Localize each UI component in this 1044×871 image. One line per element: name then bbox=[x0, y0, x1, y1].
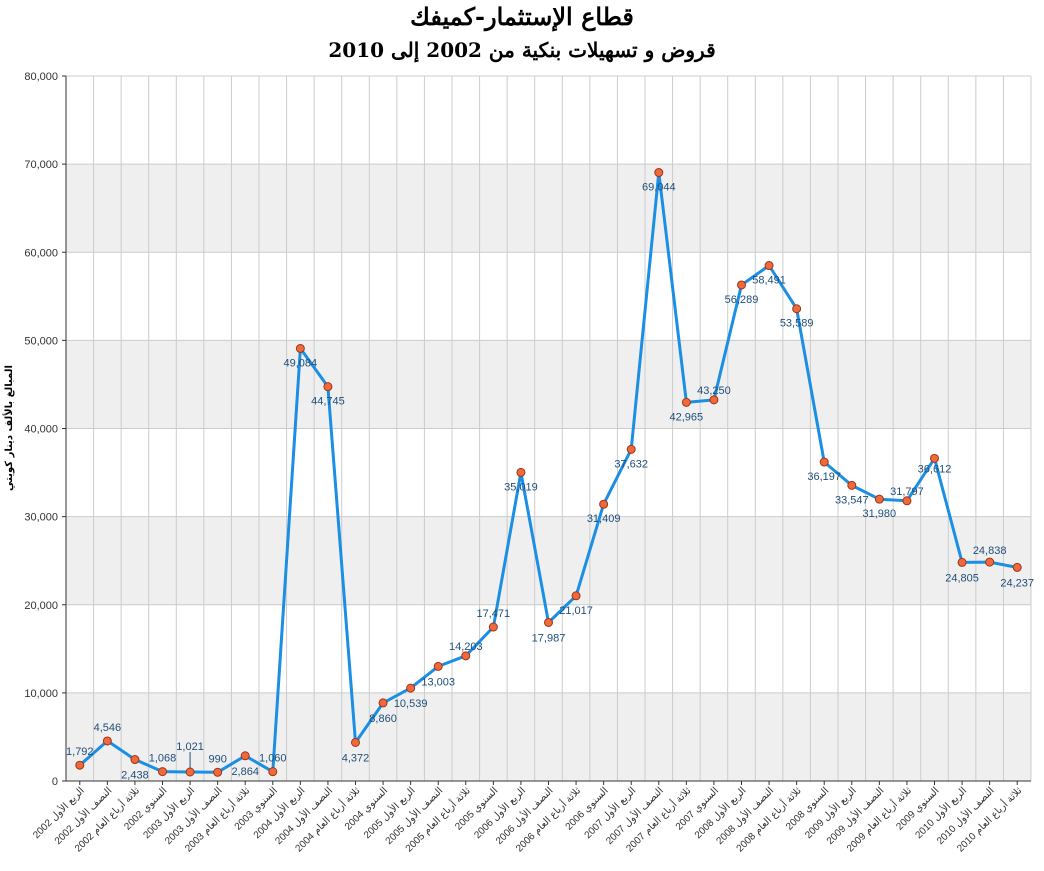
data-point bbox=[516, 467, 526, 477]
data-label: 36,612 bbox=[918, 463, 952, 475]
data-point bbox=[902, 496, 912, 506]
data-point bbox=[488, 622, 498, 632]
plot-band bbox=[66, 340, 1031, 429]
data-point bbox=[461, 651, 471, 661]
data-label: 31,797 bbox=[890, 486, 924, 498]
data-label: 1,068 bbox=[149, 753, 177, 765]
plot-band bbox=[66, 692, 1031, 781]
data-point bbox=[681, 397, 691, 407]
data-point bbox=[819, 457, 829, 467]
data-label: 24,237 bbox=[1000, 577, 1034, 589]
data-label: 53,589 bbox=[780, 318, 814, 330]
data-label: 56,289 bbox=[725, 294, 759, 306]
data-point bbox=[709, 395, 719, 405]
y-tick-label: 0 bbox=[52, 776, 58, 788]
data-point bbox=[599, 499, 609, 509]
y-tick-label: 10,000 bbox=[24, 688, 58, 700]
y-axis-label: المبالغ بالألف دينار كويتي bbox=[2, 365, 15, 491]
data-label: 35,019 bbox=[504, 481, 538, 493]
data-point bbox=[544, 617, 553, 627]
data-point bbox=[957, 557, 967, 567]
data-label: 36,197 bbox=[807, 471, 841, 483]
data-point bbox=[378, 698, 388, 708]
data-point bbox=[268, 767, 278, 777]
y-tick-label: 40,000 bbox=[24, 424, 58, 436]
data-point bbox=[626, 444, 636, 454]
data-point bbox=[930, 453, 939, 463]
data-label: 37,632 bbox=[614, 458, 648, 470]
y-tick-labels: 0 10,000 20,000 30,000 40,000 50,000 60,000 70,… bbox=[24, 71, 58, 788]
data-label: 10,539 bbox=[394, 698, 428, 710]
data-label: 69,044 bbox=[642, 182, 676, 194]
data-point bbox=[102, 736, 112, 746]
data-label: 42,965 bbox=[670, 411, 704, 423]
data-label: 21,017 bbox=[559, 605, 593, 617]
data-label: 2,438 bbox=[121, 770, 149, 782]
y-tick-label: 80,000 bbox=[24, 71, 58, 83]
data-point bbox=[433, 661, 443, 671]
data-point bbox=[240, 751, 250, 761]
data-point bbox=[1012, 562, 1022, 572]
series-polyline bbox=[78, 171, 1018, 774]
data-label: 4,546 bbox=[94, 722, 122, 734]
data-label: 1,021 bbox=[176, 741, 204, 753]
data-point bbox=[847, 480, 857, 490]
data-point bbox=[351, 737, 360, 747]
y-tick-label: 30,000 bbox=[24, 512, 58, 524]
series-line bbox=[78, 171, 1018, 774]
data-label: 1,792 bbox=[66, 746, 94, 758]
data-label: 8,860 bbox=[369, 713, 397, 725]
chart-title: قطاع الإستثمار-كميفك bbox=[410, 2, 634, 31]
data-point bbox=[323, 382, 333, 392]
data-point bbox=[213, 767, 223, 777]
data-label: 58,491 bbox=[752, 275, 786, 287]
data-label: 24,838 bbox=[973, 545, 1007, 557]
data-label: 2,864 bbox=[231, 766, 259, 778]
y-tick-label: 60,000 bbox=[24, 247, 58, 259]
y-tick-label: 20,000 bbox=[24, 600, 58, 612]
axes bbox=[62, 75, 1031, 785]
data-label: 17,471 bbox=[477, 608, 511, 620]
plot-band bbox=[66, 164, 1031, 253]
data-label: 44,745 bbox=[311, 396, 345, 408]
data-point bbox=[185, 767, 195, 777]
y-tick-label: 70,000 bbox=[24, 159, 58, 171]
data-point bbox=[406, 683, 416, 693]
data-label: 990 bbox=[208, 753, 226, 765]
data-point bbox=[158, 767, 167, 777]
grid-lines bbox=[65, 75, 1032, 782]
data-label: 43,250 bbox=[697, 385, 731, 397]
chart-subtitle: قروض و تسهيلات بنكية من 2002 إلى 2010 bbox=[328, 38, 716, 62]
data-label: 1,060 bbox=[259, 753, 287, 765]
data-label: 14,203 bbox=[449, 641, 483, 653]
y-tick-label: 50,000 bbox=[24, 335, 58, 347]
data-label: 31,980 bbox=[863, 508, 897, 520]
data-point bbox=[764, 261, 774, 271]
data-point bbox=[295, 343, 305, 353]
data-point bbox=[792, 304, 802, 314]
data-point bbox=[985, 557, 995, 567]
series-markers bbox=[75, 168, 1022, 777]
data-label: 33,547 bbox=[835, 494, 869, 506]
data-label: 4,372 bbox=[342, 752, 370, 764]
plot-bands bbox=[66, 164, 1031, 781]
data-label: 24,805 bbox=[945, 572, 979, 584]
data-point bbox=[654, 168, 664, 178]
data-point bbox=[571, 591, 581, 601]
data-label: 31,409 bbox=[587, 513, 621, 525]
plot-band bbox=[66, 516, 1031, 605]
data-point bbox=[874, 494, 884, 504]
data-label: 13,003 bbox=[421, 676, 455, 688]
data-label: 17,987 bbox=[532, 632, 566, 644]
data-point bbox=[130, 755, 140, 765]
data-label: 49,084 bbox=[284, 357, 318, 369]
data-point bbox=[737, 280, 746, 290]
data-point bbox=[75, 760, 85, 770]
